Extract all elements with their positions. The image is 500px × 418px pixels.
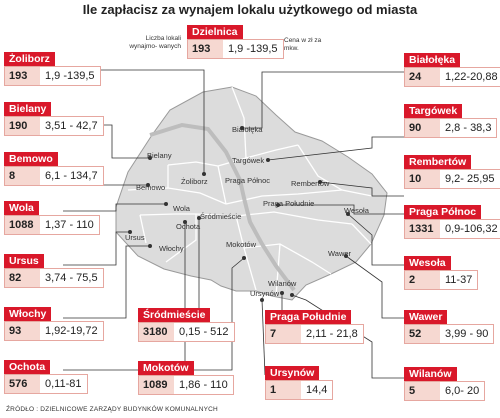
district-name: Bielany [4, 102, 52, 116]
district-count: 52 [405, 325, 440, 343]
legend-range-value: 1,9 -139,5 [223, 40, 283, 58]
district-price-range: 0,11-81 [40, 375, 87, 393]
district-dots [128, 126, 350, 302]
district-name: Mokotów [138, 361, 194, 375]
district-price-range: 1,92-19,72 [40, 322, 103, 340]
district-count: 1331 [405, 220, 440, 238]
district-name: Śródmieście [138, 308, 211, 322]
map-label: Ursus [125, 233, 145, 242]
district-name: Wesoła [404, 256, 451, 270]
district-name: Włochy [4, 307, 52, 321]
legend-count-value: 193 [188, 40, 223, 58]
map-label: Praga Południe [263, 199, 314, 208]
map-label: Wesoła [344, 206, 370, 215]
map-label: Targówek [232, 156, 264, 165]
map-label: Ochota [176, 222, 201, 231]
district-price-range: 6,1 - 134,7 [40, 167, 103, 185]
district-count: 10 [405, 170, 440, 188]
district-count: 193 [5, 67, 40, 85]
legend-header: Dzielnica [187, 25, 243, 39]
district-count: 93 [5, 322, 40, 340]
district-name: Ochota [4, 360, 51, 374]
map-label: Wola [173, 204, 191, 213]
district-name: Wawer [404, 310, 448, 324]
district-count: 24 [405, 68, 440, 86]
district-count: 576 [5, 375, 40, 393]
district-name: Rembertów [404, 155, 472, 169]
district-count: 1089 [139, 376, 174, 394]
district-count: 1088 [5, 216, 40, 234]
district-count: 1 [266, 381, 301, 399]
district-count: 90 [405, 119, 440, 137]
district-name: Żoliborz [4, 52, 55, 66]
map-labels: Białołęka Targówek Bielany Żoliborz Bemo… [125, 125, 370, 298]
district-name: Praga Południe [265, 310, 352, 324]
district-name: Ursus [4, 254, 44, 268]
district-price-range: 0,9-106,32 [440, 220, 500, 238]
district-name: Białołęka [404, 53, 461, 67]
district-count: 5 [405, 382, 440, 400]
district-name: Wilanów [404, 367, 457, 381]
map-label: Śródmieście [200, 212, 241, 221]
district-name: Ursynów [265, 366, 320, 380]
map-label: Bemowo [136, 183, 165, 192]
district-count: 82 [5, 269, 40, 287]
district-price-range: 1,86 - 110 [174, 376, 233, 394]
map-label: Ursynów [250, 289, 280, 298]
district-price-range: 1,37 - 110 [40, 216, 99, 234]
page-title: Ile zapłacisz za wynajem lokalu użytkowe… [82, 2, 418, 17]
district-price-range: 11-37 [440, 271, 478, 289]
map-label: Wawer [328, 249, 352, 258]
vistula-river [149, 122, 296, 292]
city-outline [115, 86, 388, 301]
district-price-range: 1,9 -139,5 [40, 67, 100, 85]
district-count: 7 [266, 325, 301, 343]
district-price-range: 2,8 - 38,3 [440, 119, 497, 137]
district-price-range: 14,4 [301, 381, 333, 399]
district-count: 190 [5, 117, 40, 135]
district-price-range: 3,74 - 75,5 [40, 269, 103, 287]
map-label: Żoliborz [181, 177, 208, 186]
map-label: Praga Północ [225, 176, 270, 185]
district-count: 2 [405, 271, 440, 289]
district-name: Wola [4, 201, 39, 215]
map-label: Mokotów [226, 240, 257, 249]
legend-count-label: Liczba lokali wynajmo- wanych [129, 35, 181, 50]
district-price-range: 3,51 - 42,7 [40, 117, 103, 135]
source-note: ŹRÓDŁO : DZIELNICOWE ZARZĄDY BUDYNKÓW KO… [6, 406, 218, 413]
district-name: Targówek [404, 104, 463, 118]
map-label: Rembertów [291, 179, 330, 188]
district-price-range: 9,2- 25,95 [440, 170, 500, 188]
district-price-range: 0,15 - 512 [174, 323, 234, 341]
district-price-range: 6,0- 20 [440, 382, 485, 400]
district-price-range: 3,99 - 90 [440, 325, 494, 343]
map-label: Bielany [147, 151, 172, 160]
map-label: Białołęka [232, 125, 263, 134]
map-label: Wilanów [268, 279, 297, 288]
district-count: 3180 [139, 323, 174, 341]
district-price-range: 1,22-20,88 [440, 68, 500, 86]
district-price-range: 2,11 - 21,8 [301, 325, 363, 343]
map-label: Włochy [159, 244, 184, 253]
district-name: Bemowo [4, 152, 58, 166]
district-count: 8 [5, 167, 40, 185]
legend-price-label: Cena w zł za mkw. [284, 37, 322, 52]
district-name: Praga Północ [404, 205, 482, 219]
